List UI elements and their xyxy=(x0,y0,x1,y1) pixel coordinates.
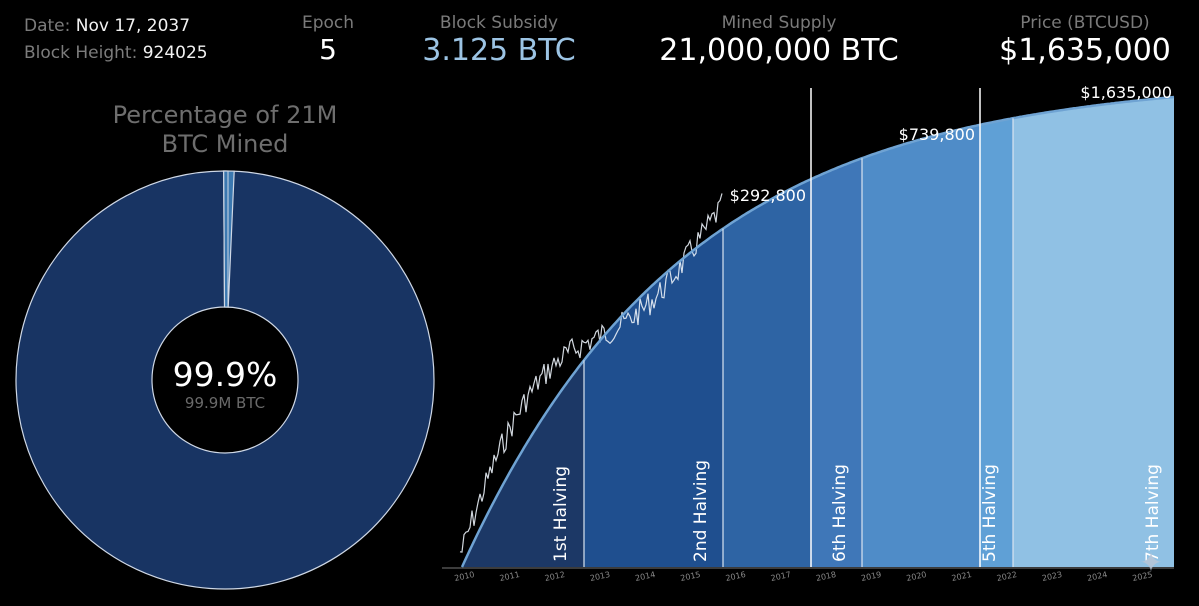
x-tick-label: 2021 xyxy=(951,570,973,583)
price-stat: Price (BTCUSD) $1,635,000 xyxy=(990,13,1180,68)
supply-stat: Mined Supply 21,000,000 BTC xyxy=(634,13,924,68)
x-tick-label: 2010 xyxy=(454,570,476,583)
halving-label: 2nd Halving xyxy=(691,460,711,562)
sparkle-icon: ✦ xyxy=(1139,546,1163,579)
halving-label: 7th Halving xyxy=(1143,464,1163,562)
x-tick-label: 2011 xyxy=(499,570,521,583)
price-annotation: $292,800 xyxy=(730,186,806,205)
x-tick-label: 2024 xyxy=(1086,570,1108,583)
x-tick-label: 2019 xyxy=(860,570,882,583)
x-tick-label: 2023 xyxy=(1041,570,1063,583)
price-value: $1,635,000 xyxy=(999,33,1171,68)
price-label: Price (BTCUSD) xyxy=(1020,13,1150,33)
date-row: Date: Nov 17, 2037 xyxy=(24,16,190,36)
x-tick-label: 2012 xyxy=(544,570,566,583)
halving-label: 1st Halving xyxy=(551,466,571,562)
x-tick-label: 2020 xyxy=(906,570,928,583)
price-history-line xyxy=(459,193,723,553)
x-tick-label: 2014 xyxy=(634,570,656,583)
pie-center-value: 99.9% xyxy=(172,355,278,394)
block-height-label: Block Height: xyxy=(24,43,138,63)
date-value: Nov 17, 2037 xyxy=(75,16,191,36)
x-tick-label: 2017 xyxy=(770,570,792,583)
subsidy-value: 3.125 BTC xyxy=(422,33,576,68)
epoch-value: 5 xyxy=(319,33,337,66)
date-label: Date: xyxy=(24,16,71,36)
supply-curve xyxy=(460,95,1175,568)
subsidy-stat: Block Subsidy 3.125 BTC xyxy=(399,13,599,68)
pie-slice-unmined xyxy=(223,170,235,308)
supply-label: Mined Supply xyxy=(721,13,837,33)
epoch-stat: Epoch 5 xyxy=(278,13,378,66)
pie-title: Percentage of 21M BTC Mined xyxy=(112,101,338,158)
halving-region-5 xyxy=(862,124,980,567)
halving-region-3 xyxy=(723,179,811,567)
x-tick-label: 2022 xyxy=(996,570,1018,583)
block-height-row: Block Height: 924025 xyxy=(24,43,208,63)
block-height-value: 924025 xyxy=(142,43,208,63)
halving-label: 5th Halving xyxy=(980,464,1000,562)
halving-region-4 xyxy=(811,158,862,568)
halving-region-6 xyxy=(980,118,1013,567)
x-tick-label: 2025 xyxy=(1132,570,1154,583)
price-annotation: $739,800 xyxy=(899,125,975,144)
epoch-label: Epoch xyxy=(301,13,355,33)
pie-slice-mined xyxy=(15,170,435,590)
x-tick-label: 2018 xyxy=(815,570,837,583)
halving-region-2 xyxy=(584,228,723,567)
x-tick-label: 2015 xyxy=(680,570,702,583)
x-tick-label: 2013 xyxy=(589,570,611,583)
supply-value: 21,000,000 BTC xyxy=(659,33,899,68)
halving-region-1 xyxy=(462,360,584,567)
pie-center-sub: 99.9M BTC xyxy=(184,394,266,412)
price-annotation: $1,635,000 xyxy=(1080,83,1172,102)
x-tick-label: 2016 xyxy=(725,570,747,583)
halving-region-7 xyxy=(1013,97,1174,567)
halving-label: 6th Halving xyxy=(830,464,850,562)
subsidy-label: Block Subsidy xyxy=(439,13,559,33)
